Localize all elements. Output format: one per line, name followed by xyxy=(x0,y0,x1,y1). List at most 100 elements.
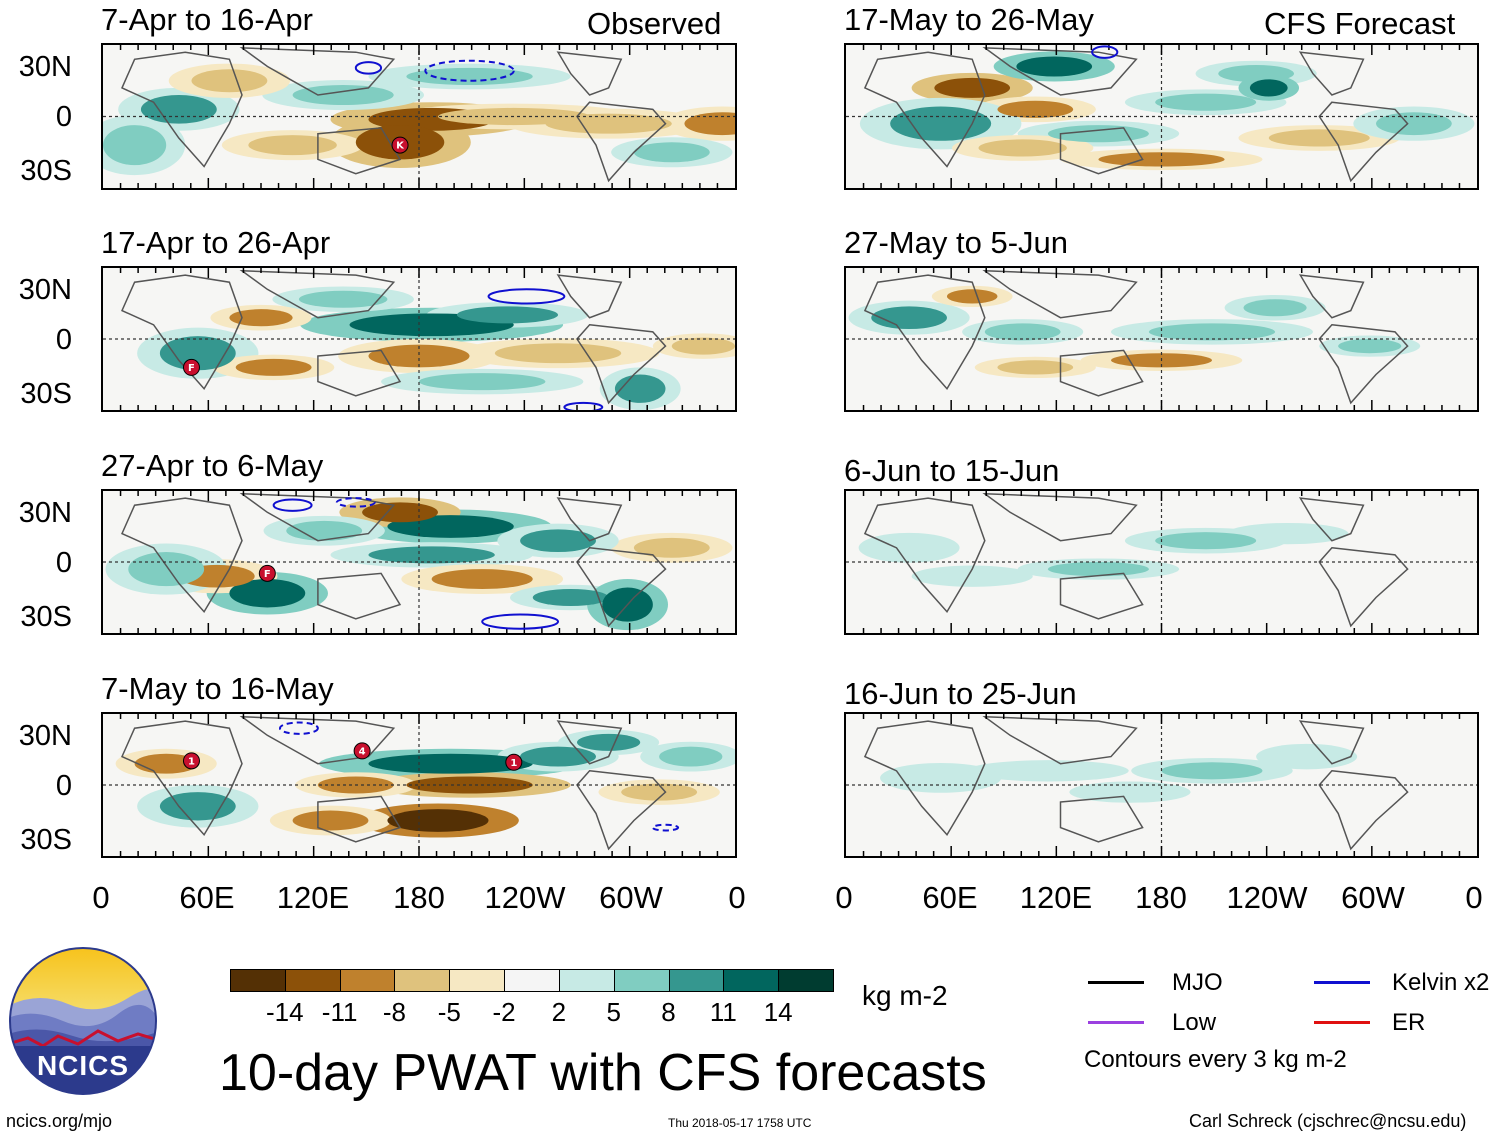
colorbar-swatch xyxy=(723,969,780,992)
map-panel-forecast-2 xyxy=(844,266,1479,412)
field-anomaly xyxy=(577,733,641,751)
coastline xyxy=(576,101,667,183)
colorbar-tick: 5 xyxy=(606,997,621,1027)
x-tick-120w: 120W xyxy=(484,880,566,915)
field-anomaly xyxy=(191,69,268,93)
field-anomaly xyxy=(520,529,596,553)
field-anomaly xyxy=(1047,562,1149,577)
y-tick-30s: 30S xyxy=(20,601,72,633)
y-tick-30s: 30S xyxy=(20,155,72,187)
x-tick-0: 0 xyxy=(92,880,110,915)
y-tick-30s: 30S xyxy=(20,824,72,856)
legend-line-low xyxy=(1088,1021,1144,1024)
map-field: F xyxy=(103,491,735,633)
x-tick-120e: 120E xyxy=(1019,880,1093,915)
forecast-label: CFS Forecast xyxy=(1264,6,1456,41)
storm-marker: F xyxy=(258,564,276,582)
legend-line-er xyxy=(1314,1021,1370,1024)
legend-label-er: ER xyxy=(1392,1009,1426,1036)
field-anomaly xyxy=(902,767,979,788)
colorbar-swatch xyxy=(284,969,341,992)
map-field: F xyxy=(103,268,735,410)
coastline xyxy=(982,492,1138,542)
colorbar-tick: -2 xyxy=(492,997,516,1027)
map-panel-observed-4: 1 4 1 xyxy=(101,712,737,858)
field-anomaly xyxy=(1268,129,1370,147)
storm-marker-label: F xyxy=(188,363,195,374)
map-panel-forecast-3 xyxy=(844,489,1479,635)
field-anomaly xyxy=(532,588,609,607)
footer-url[interactable]: ncics.org/mjo xyxy=(6,1111,113,1131)
map-panel-forecast-1 xyxy=(844,43,1479,190)
coastline xyxy=(1059,795,1144,843)
field-anomaly xyxy=(1376,112,1452,136)
footer-timestamp: Thu 2018-05-17 1758 UTC xyxy=(668,1116,812,1130)
coastline xyxy=(1298,274,1365,319)
field-anomaly xyxy=(235,358,312,376)
field-anomaly xyxy=(494,343,622,364)
x-tick-120w: 120W xyxy=(1226,880,1308,915)
x-tick-60w: 60W xyxy=(1341,880,1405,915)
field-anomaly xyxy=(946,289,998,304)
colorbar-tick: 2 xyxy=(551,997,567,1027)
field-anomaly xyxy=(984,323,1061,341)
field-anomaly xyxy=(1161,762,1263,780)
storm-marker-label: F xyxy=(264,569,271,580)
coastline xyxy=(1059,572,1144,620)
panel-title-5: 17-May to 26-May xyxy=(844,2,1094,37)
field-anomaly xyxy=(248,135,337,156)
map-panel-observed-3: F xyxy=(101,489,737,635)
storm-marker-label: 4 xyxy=(359,746,366,757)
field-anomaly xyxy=(292,810,369,831)
map-panel-forecast-4 xyxy=(844,712,1479,858)
y-tick-30n: 30N xyxy=(18,51,72,83)
colorbar-units: kg m-2 xyxy=(862,980,948,1011)
field-anomaly xyxy=(671,337,735,355)
field-anomaly xyxy=(684,112,735,136)
colorbar-swatch xyxy=(504,969,560,992)
observed-label: Observed xyxy=(587,6,722,41)
field-anomaly xyxy=(997,100,1074,118)
coastline xyxy=(863,274,986,390)
coastline xyxy=(317,349,402,397)
field-anomaly xyxy=(431,569,533,589)
legend-label-kelvin: Kelvin x2 xyxy=(1392,969,1490,996)
storm-marker: K xyxy=(391,136,409,154)
coastline xyxy=(982,269,1138,319)
coastline xyxy=(317,572,402,620)
colorbar-tick: 11 xyxy=(709,997,737,1027)
main-title: 10-day PWAT with CFS forecasts xyxy=(219,1044,987,1102)
coastline xyxy=(576,324,667,405)
field-anomaly xyxy=(368,344,470,368)
y-tick-30n: 30N xyxy=(18,497,72,529)
x-tick-60e: 60E xyxy=(179,880,235,915)
panel-title-3: 27-Apr to 6-May xyxy=(101,448,324,483)
coastline xyxy=(863,51,986,168)
field-anomaly xyxy=(1092,785,1168,800)
coastline xyxy=(1059,127,1144,175)
field-anomaly xyxy=(997,360,1074,375)
legend-note: Contours every 3 kg m-2 xyxy=(1084,1046,1347,1073)
field-anomaly xyxy=(286,520,363,541)
storm-marker: 1 xyxy=(182,752,200,770)
coastline xyxy=(317,795,402,843)
coastline xyxy=(1318,324,1409,405)
field-anomaly xyxy=(621,783,698,801)
coastline xyxy=(1298,497,1365,542)
map-field xyxy=(846,45,1477,188)
panel-title-6: 27-May to 5-Jun xyxy=(844,225,1068,260)
field-anomaly xyxy=(997,763,1099,778)
field-anomaly xyxy=(128,552,205,587)
coastline xyxy=(239,47,396,96)
panel-title-7: 6-Jun to 15-Jun xyxy=(844,453,1060,488)
field-anomaly xyxy=(633,537,710,558)
kelvin-contour xyxy=(1091,45,1119,59)
x-tick-180: 180 xyxy=(1135,880,1187,915)
x-tick-120e: 120E xyxy=(276,880,350,915)
legend-label-mjo: MJO xyxy=(1172,969,1223,996)
map-field xyxy=(846,268,1477,410)
colorbar-swatch xyxy=(230,969,286,992)
ncics-logo-icon xyxy=(9,947,157,1095)
field-anomaly xyxy=(362,502,438,523)
coastline xyxy=(239,269,396,319)
